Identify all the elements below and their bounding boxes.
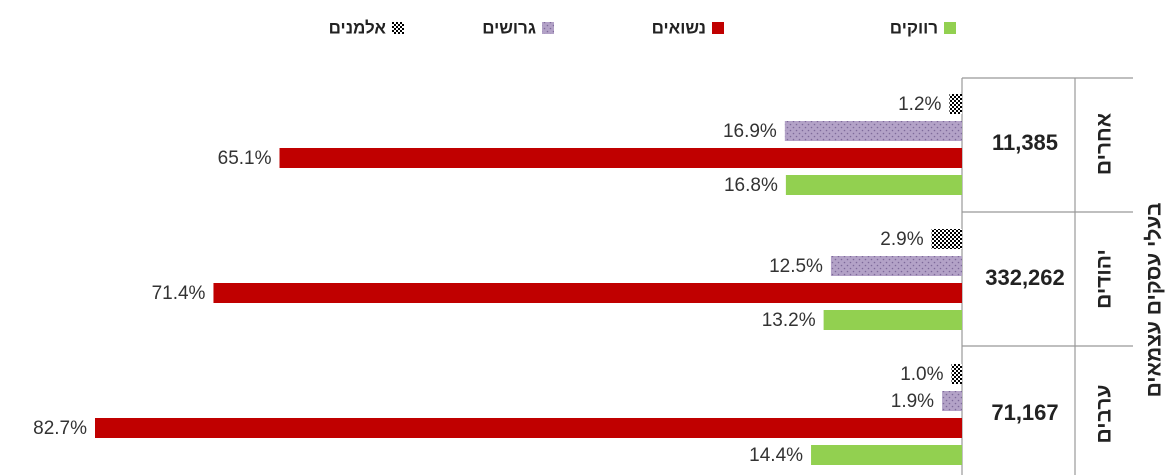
legend-swatch	[542, 22, 554, 34]
bar	[213, 283, 963, 303]
bar	[279, 148, 962, 168]
value-label: 1.0%	[900, 364, 943, 385]
category-label: ערבים	[1093, 385, 1116, 444]
legend-swatch	[712, 22, 724, 34]
bar	[949, 94, 962, 114]
value-label: 71.4%	[152, 283, 206, 304]
category-label: אחרים	[1093, 113, 1116, 175]
value-label: 1.2%	[898, 94, 941, 115]
bar	[785, 175, 962, 195]
total-label: 332,262	[985, 265, 1065, 290]
value-label: 14.4%	[749, 445, 803, 466]
legend-swatch	[392, 22, 404, 34]
value-label: 65.1%	[218, 148, 272, 169]
bar	[823, 310, 962, 330]
legend-label: גרושים	[482, 18, 536, 37]
legend-label: אלמנים	[329, 18, 387, 37]
value-label: 82.7%	[33, 418, 87, 439]
value-label: 2.9%	[880, 229, 923, 250]
total-label: 71,167	[991, 400, 1058, 425]
bar	[931, 229, 962, 249]
legend-label: נשואים	[652, 18, 706, 37]
axis-title: בעלי עסקים עצמאים	[1143, 203, 1166, 398]
bar	[830, 256, 962, 276]
value-label: 1.9%	[891, 391, 934, 412]
bar	[95, 418, 962, 438]
value-label: 13.2%	[762, 310, 816, 331]
value-label: 16.9%	[723, 121, 777, 142]
value-label: 12.5%	[769, 256, 823, 277]
bar	[942, 391, 962, 411]
bar	[784, 121, 962, 141]
bar	[951, 364, 962, 384]
bar	[811, 445, 962, 465]
category-label: יהודים	[1093, 249, 1116, 309]
total-label: 11,385	[992, 130, 1058, 155]
legend-label: רווקים	[890, 18, 938, 37]
legend-swatch	[944, 22, 956, 34]
value-label: 16.8%	[724, 175, 778, 196]
